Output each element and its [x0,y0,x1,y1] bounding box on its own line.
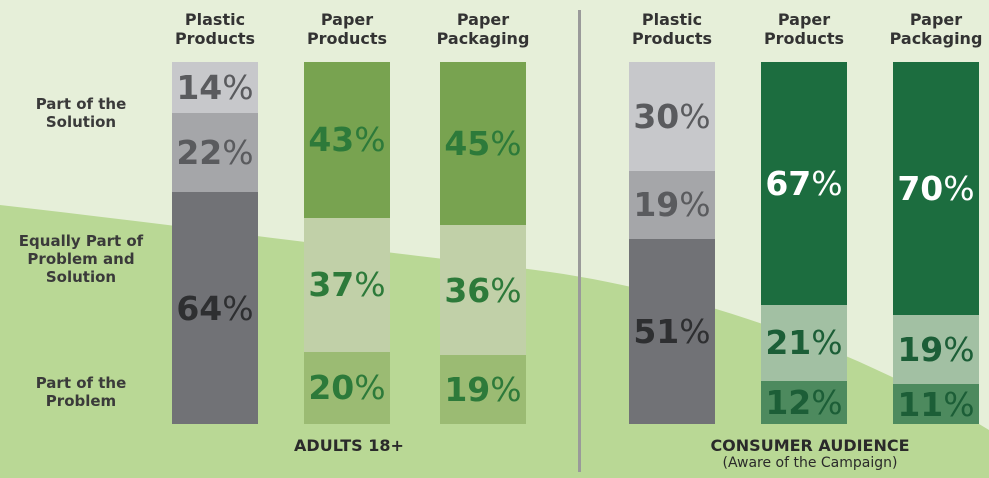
consumer-plastic-products-problem-value-label: 51% [633,312,711,352]
consumer-group-label: CONSUMER AUDIENCE [710,436,910,455]
consumer-plastic-products-problem-segment: 51% [629,239,715,424]
adults-paper-packaging-problem-value-label: 19% [444,370,522,410]
adults-group-label: ADULTS 18+ [294,436,404,455]
adults-paper-products-solution-value-label: 43% [308,120,386,160]
adults-paper-products-equal-segment: 37% [304,217,390,352]
consumer-plastic-products-equal-value-label: 19% [633,185,711,225]
row-label-equal: Equally Part of Problem and Solution [18,232,144,286]
consumer-paper-products-problem-value-label: 12% [765,382,843,422]
consumer-paper-packaging-problem-segment: 11% [893,384,979,424]
row-label-solution: Part of the Solution [35,95,127,131]
consumer-paper-products-equal-value-label: 21% [765,323,843,363]
consumer-paper-products-equal-segment: 21% [761,304,847,381]
adults-paper-products-problem-segment: 20% [304,351,390,424]
adults-paper-products-header: Paper Products [306,10,388,48]
consumer-paper-packaging-header: Paper Packaging [889,10,983,48]
adults-paper-packaging-header: Paper Packaging [436,10,530,48]
adults-plastic-products-problem-value-label: 64% [176,288,254,328]
consumer-paper-products-solution-value-label: 67% [765,163,843,203]
group-divider [578,10,581,472]
consumer-paper-packaging-solution-segment: 70% [893,62,979,316]
consumer-paper-packaging-solution-value-label: 70% [897,169,975,209]
consumer-plastic-products-equal-segment: 19% [629,170,715,240]
consumer-paper-products-solution-segment: 67% [761,62,847,305]
adults-plastic-products-solution-segment: 14% [172,62,258,113]
adults-plastic-products-equal-segment: 22% [172,112,258,193]
consumer-paper-packaging-problem-value-label: 11% [897,384,975,424]
consumer-group-sublabel: (Aware of the Campaign) [722,455,898,471]
consumer-plastic-products-solution-segment: 30% [629,62,715,171]
adults-plastic-products-header: Plastic Products [174,10,256,48]
row-label-problem: Part of the Problem [35,374,127,410]
consumer-plastic-products-solution-value-label: 30% [633,96,711,136]
adults-paper-packaging-equal-value-label: 36% [444,270,522,310]
adults-paper-packaging-solution-value-label: 45% [444,123,522,163]
consumer-plastic-products-header: Plastic Products [631,10,713,48]
adults-paper-products-solution-segment: 43% [304,62,390,218]
adults-plastic-products-equal-value-label: 22% [176,132,254,172]
adults-paper-packaging-solution-segment: 45% [440,62,526,225]
consumer-paper-products-problem-segment: 12% [761,380,847,424]
consumer-paper-packaging-equal-segment: 19% [893,315,979,385]
adults-paper-packaging-problem-segment: 19% [440,355,526,424]
adults-paper-products-problem-value-label: 20% [308,368,386,408]
consumer-paper-products-header: Paper Products [763,10,845,48]
adults-paper-products-equal-value-label: 37% [308,265,386,305]
adults-plastic-products-problem-segment: 64% [172,192,258,424]
adults-paper-packaging-equal-segment: 36% [440,224,526,356]
adults-plastic-products-solution-value-label: 14% [176,67,254,107]
consumer-paper-packaging-equal-value-label: 19% [897,330,975,370]
